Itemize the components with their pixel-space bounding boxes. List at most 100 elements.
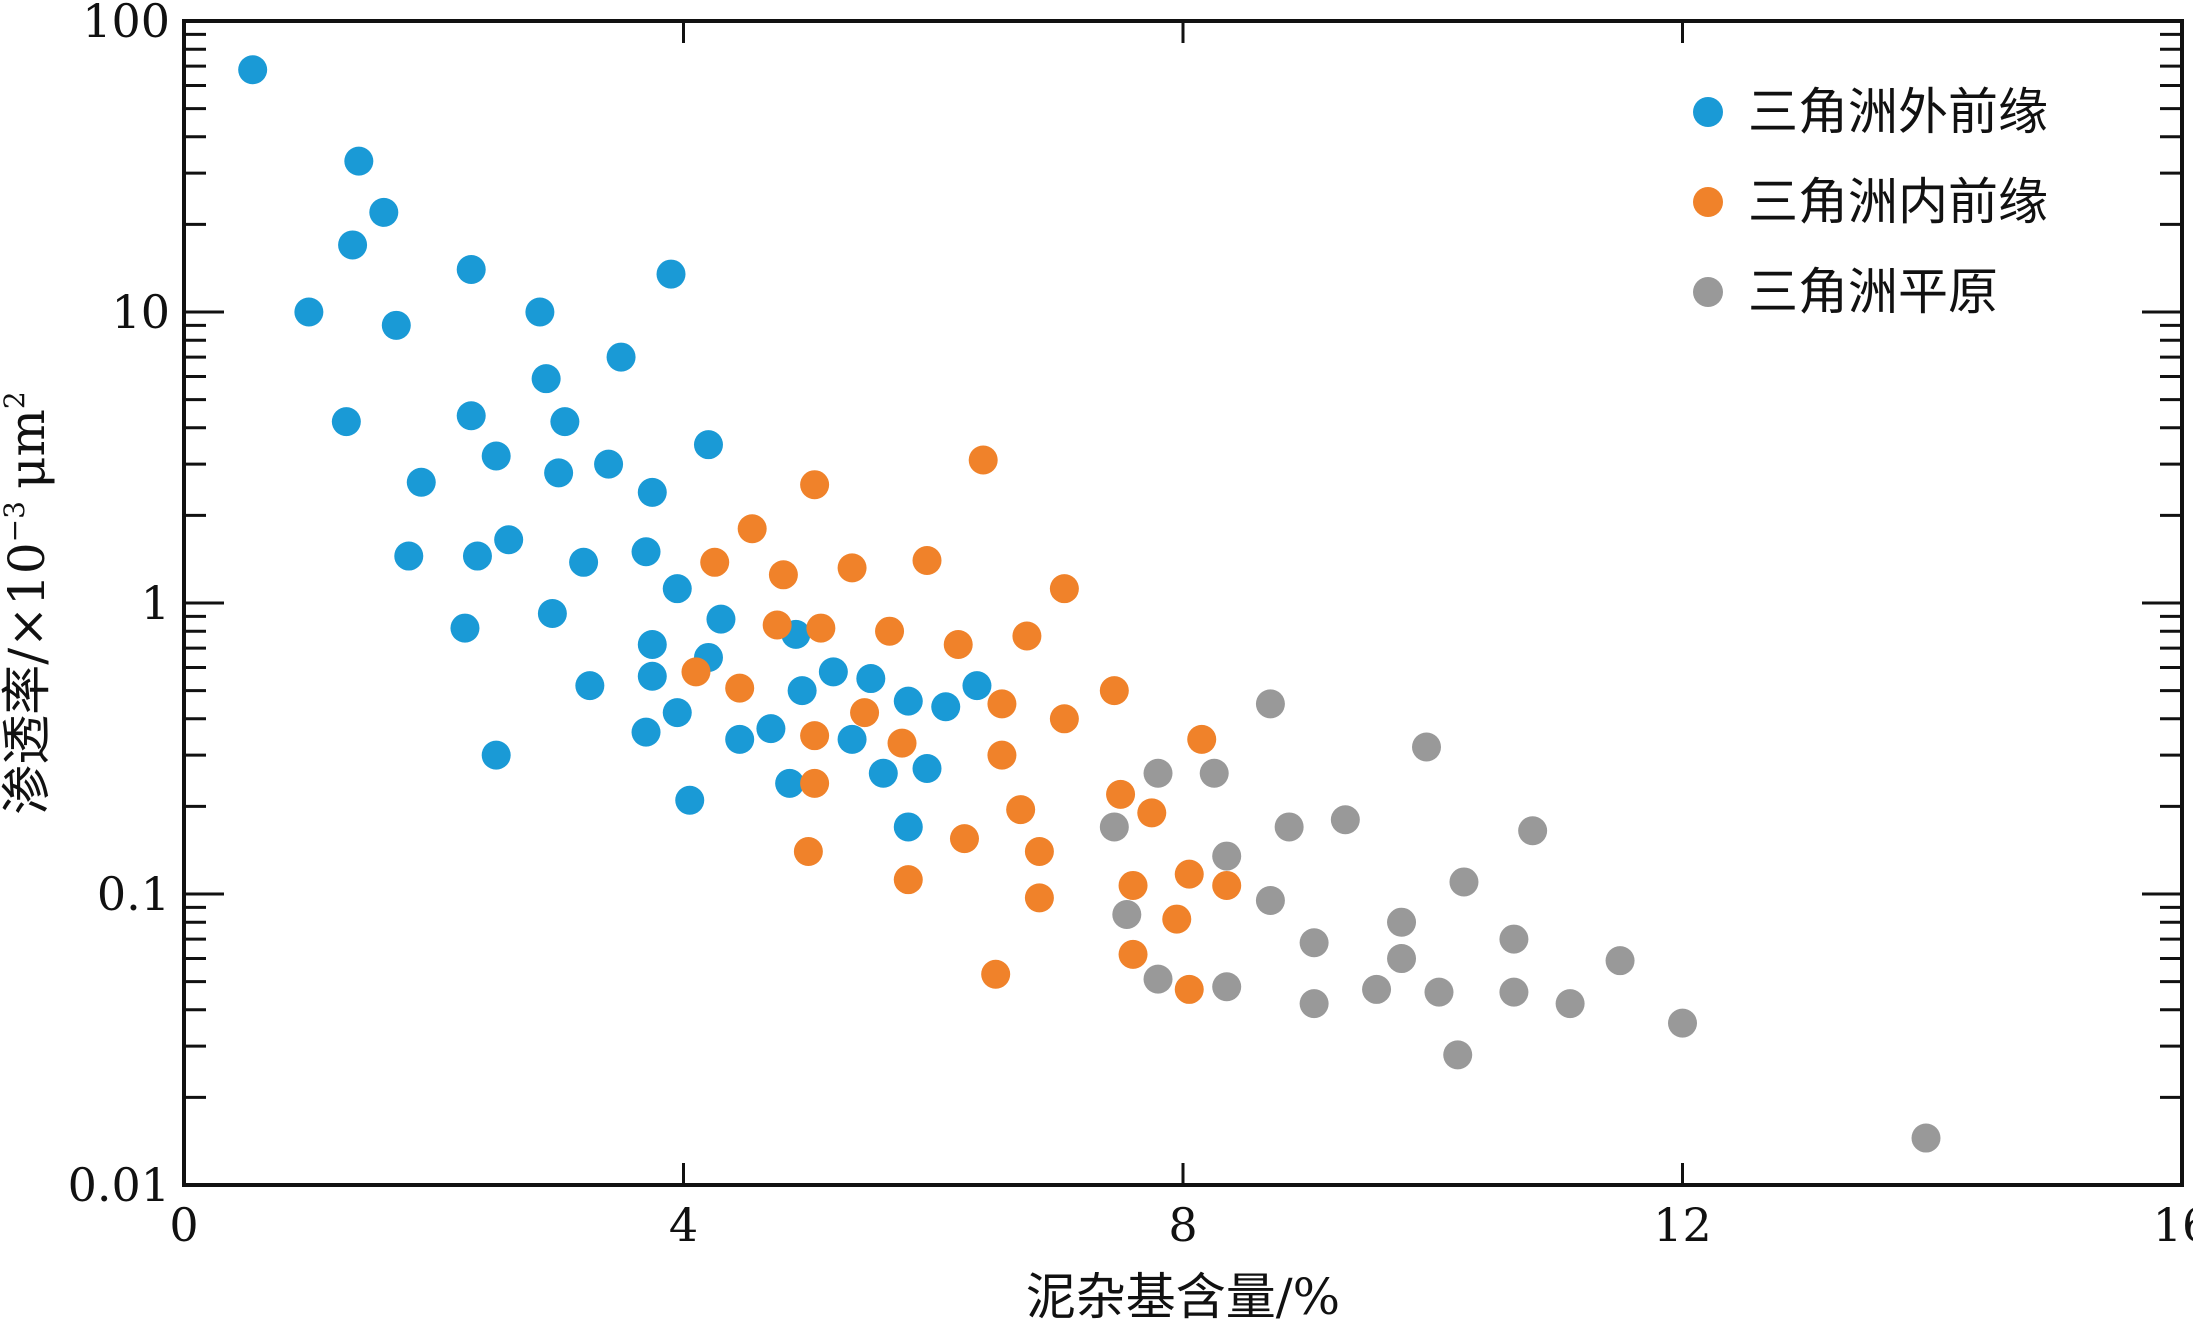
data-point [238, 55, 268, 85]
data-point [1412, 732, 1442, 762]
legend-marker [1693, 187, 1723, 217]
data-point [1499, 924, 1529, 954]
data-point [569, 547, 599, 577]
legend-label: 三角洲外前缘 [1748, 83, 2048, 141]
y-tick-label: 10 [111, 285, 170, 339]
data-point [675, 785, 705, 815]
series-1 [238, 55, 992, 842]
data-point [968, 445, 998, 475]
data-point [406, 467, 436, 497]
data-point [800, 470, 830, 500]
data-point [1174, 859, 1204, 889]
data-point [1387, 944, 1417, 974]
data-points [238, 55, 1941, 1153]
data-point [943, 630, 973, 660]
x-tick-labels: 0 4 8 12 16 [169, 1198, 2193, 1252]
data-point [893, 686, 923, 716]
data-point [700, 547, 730, 577]
data-point [1274, 812, 1304, 842]
data-point [1499, 977, 1529, 1007]
data-point [1118, 939, 1148, 969]
data-point [768, 560, 798, 590]
data-point [1024, 836, 1054, 866]
data-point [1049, 704, 1079, 734]
data-point [1911, 1123, 1941, 1153]
data-point [775, 768, 805, 798]
data-point [344, 146, 374, 176]
data-point [987, 740, 1017, 770]
data-point [693, 430, 723, 460]
data-point [381, 310, 411, 340]
x-tick-label: 0 [169, 1198, 198, 1252]
data-point [981, 959, 1011, 989]
data-point [637, 661, 667, 691]
y-tick-label: 100 [82, 0, 170, 48]
data-point [1112, 900, 1142, 930]
x-axis-title: 泥杂基含量/% [1026, 1268, 1340, 1325]
data-point [800, 768, 830, 798]
data-point [987, 689, 1017, 719]
data-point [631, 537, 661, 567]
svg-text:渗透率/×10−3μm2: 渗透率/×10−3 μm2 [0, 391, 56, 814]
data-point [1024, 883, 1054, 913]
data-point [868, 758, 898, 788]
data-point [575, 671, 605, 701]
data-point [494, 525, 524, 555]
legend-marker [1693, 277, 1723, 307]
data-point [737, 514, 767, 544]
data-point [637, 630, 667, 660]
data-point [1212, 972, 1242, 1002]
data-point [1668, 1008, 1697, 1038]
data-point [1299, 989, 1329, 1019]
data-point [456, 401, 486, 431]
data-point [1555, 989, 1585, 1019]
data-point [818, 657, 848, 687]
data-point [1174, 974, 1204, 1004]
series-3 [1099, 689, 1941, 1153]
data-point [949, 824, 979, 854]
data-point [1162, 904, 1192, 934]
data-point [1137, 798, 1167, 828]
data-point [1299, 928, 1329, 958]
data-point [1049, 574, 1079, 604]
data-point [537, 599, 567, 629]
data-point [1012, 621, 1042, 651]
data-point [369, 197, 399, 227]
data-point [856, 664, 886, 694]
data-point [887, 728, 917, 758]
data-point [544, 458, 574, 488]
data-point [893, 812, 923, 842]
data-point [606, 342, 636, 372]
data-point [912, 753, 942, 783]
axis-ticks [184, 21, 2182, 1185]
data-point [1605, 946, 1635, 976]
series-2 [681, 445, 1242, 1004]
data-point [331, 407, 361, 437]
data-point [837, 724, 867, 754]
data-point [662, 698, 692, 728]
data-point [725, 724, 755, 754]
data-point [1362, 974, 1392, 1004]
data-point [531, 364, 561, 394]
data-point [450, 613, 480, 643]
data-point [1255, 885, 1285, 915]
data-point [912, 545, 942, 575]
data-point [706, 604, 736, 634]
data-point [756, 714, 786, 744]
legend-label: 三角洲内前缘 [1748, 173, 2048, 231]
data-point [793, 836, 823, 866]
data-point [1187, 724, 1217, 754]
data-point [1099, 812, 1129, 842]
data-point [1255, 689, 1285, 719]
data-point [631, 717, 661, 747]
data-point [1143, 758, 1173, 788]
data-point [931, 692, 961, 722]
data-point [1006, 795, 1036, 825]
data-point [481, 441, 511, 471]
data-point [850, 698, 880, 728]
y-tick-label: 1 [141, 576, 170, 630]
x-tick-label: 4 [669, 1198, 698, 1252]
data-point [1449, 867, 1479, 897]
